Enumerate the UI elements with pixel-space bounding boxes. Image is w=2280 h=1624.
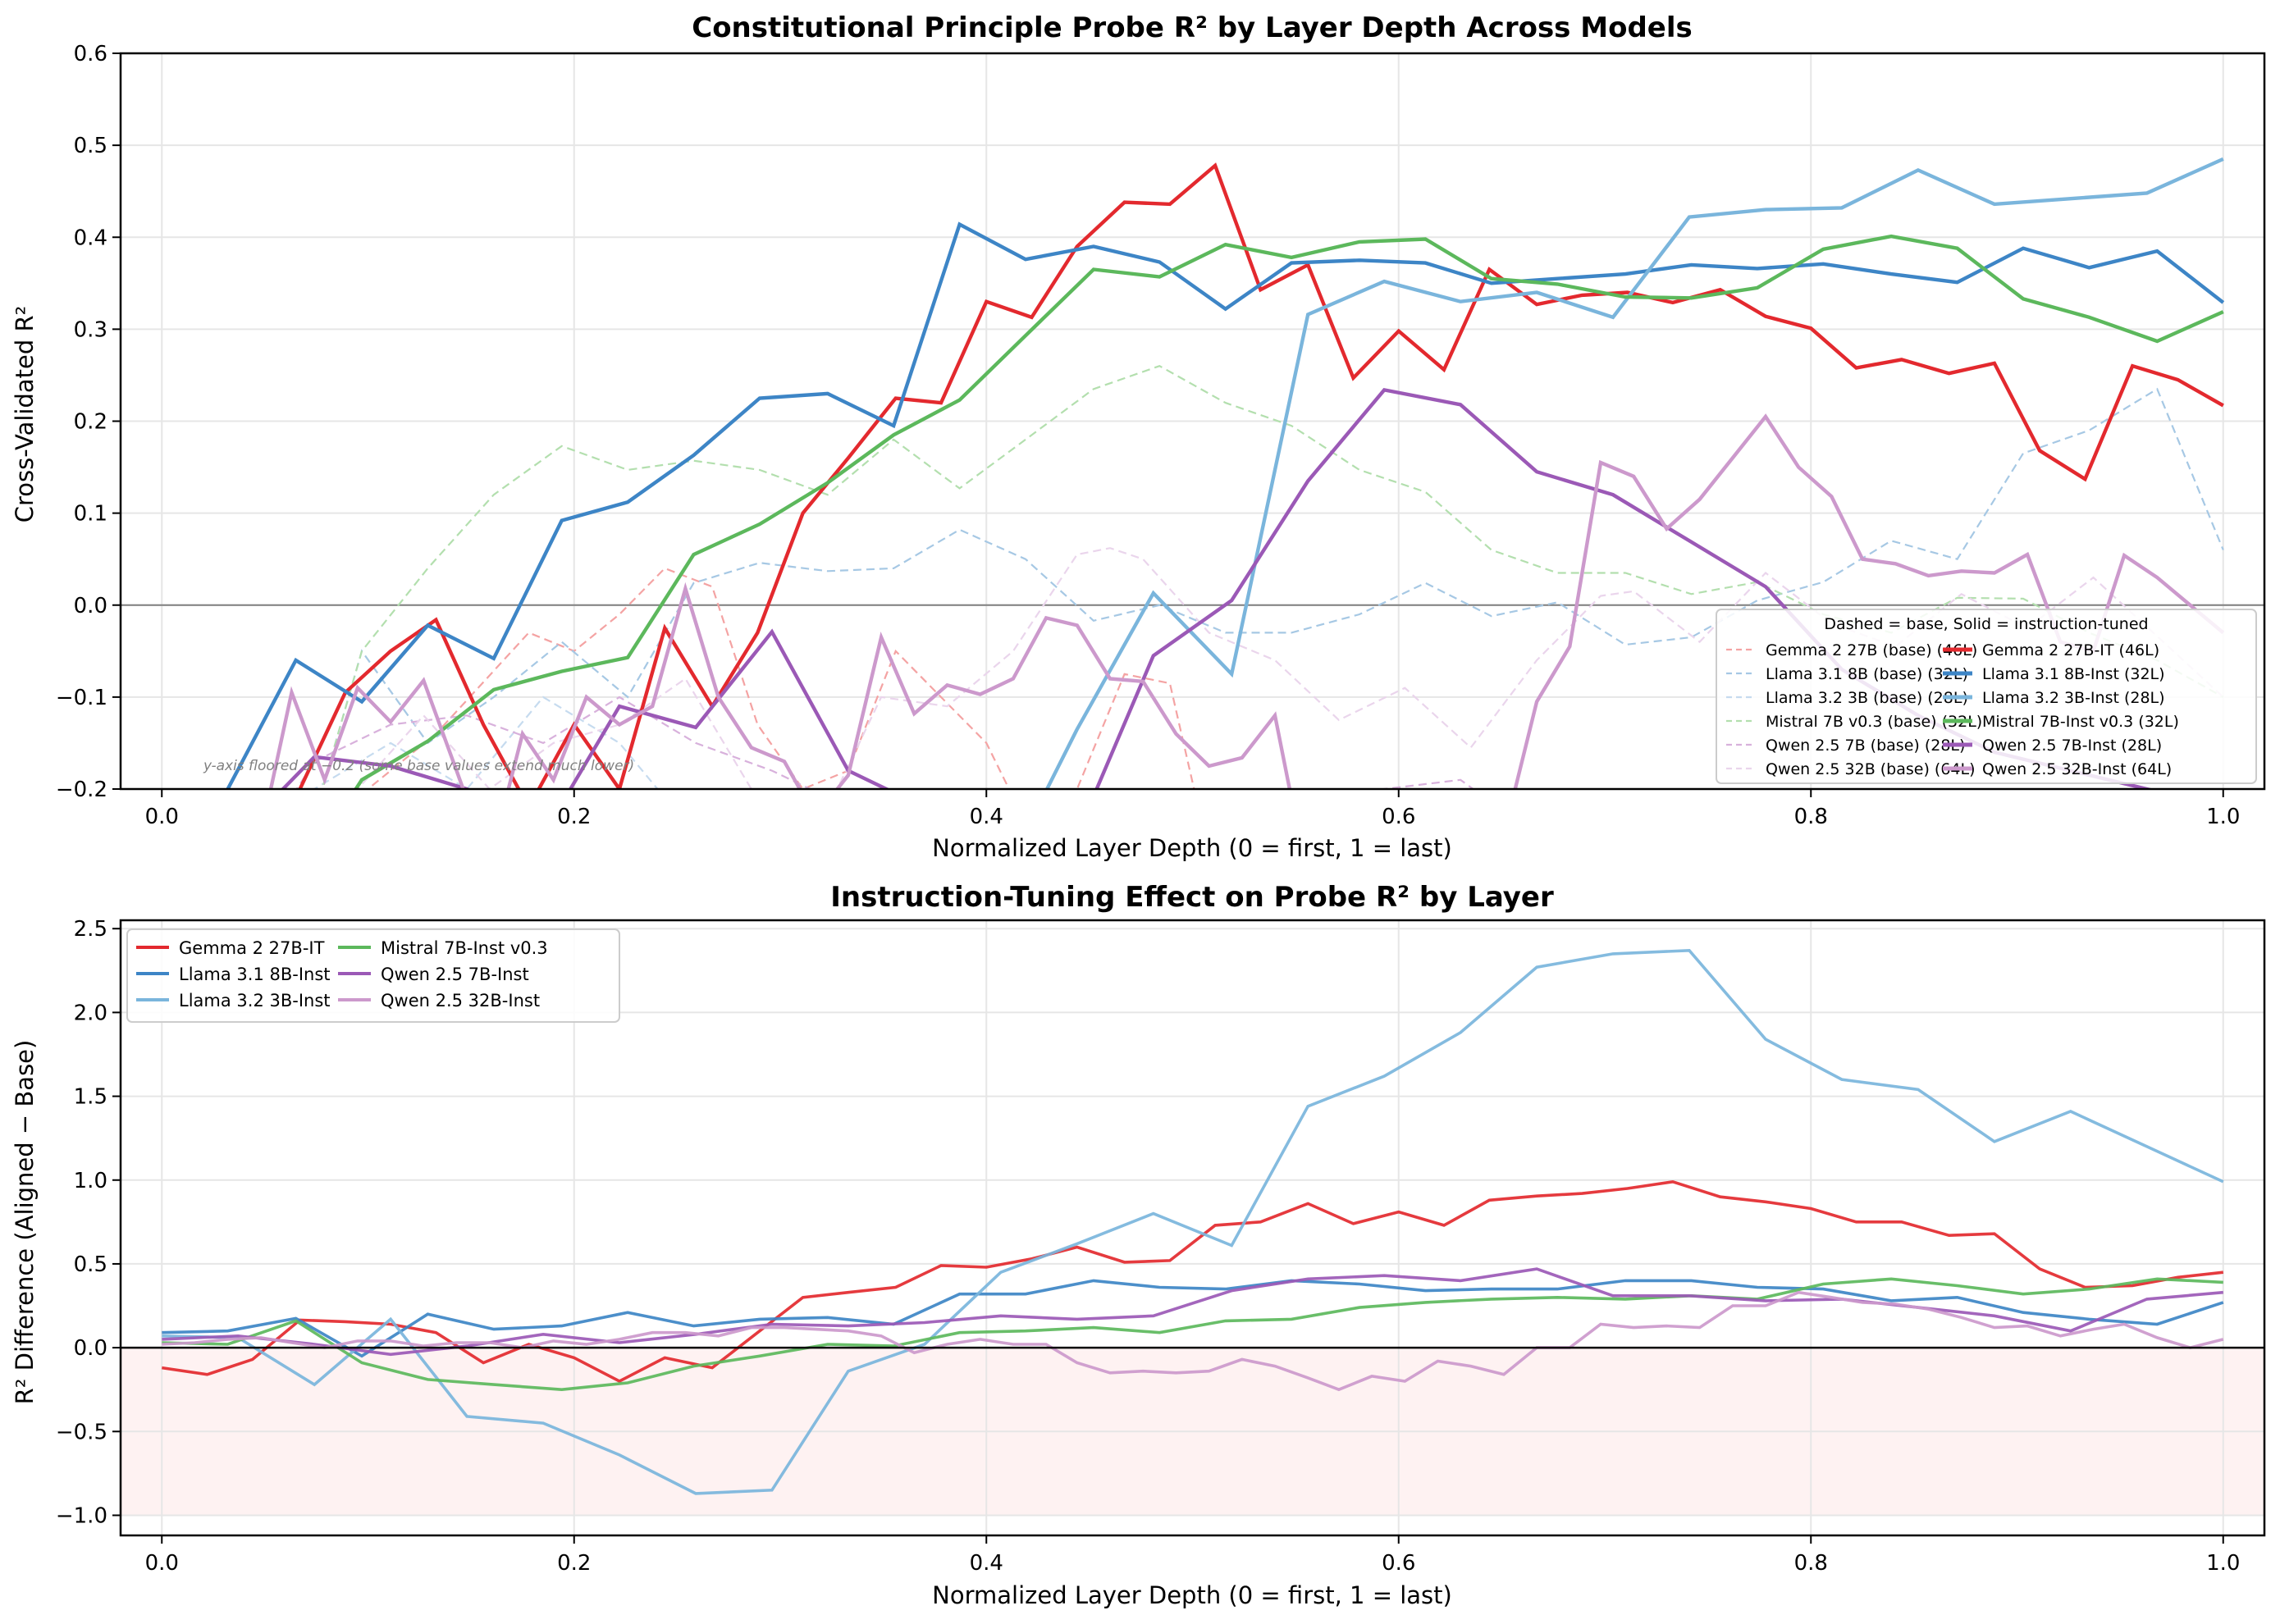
- legend-label: Qwen 2.5 7B-Inst (28L): [1982, 737, 2162, 755]
- bottom-y-ticks: −1.0 −0.5 0.0 0.5 1.0 1.5 2.0 2.5: [56, 917, 121, 1528]
- legend-label: Llama 3.1 8B-Inst (32L): [1982, 665, 2165, 683]
- top-series-lines: [225, 157, 2225, 789]
- x-tick-label: 0.4: [970, 805, 1003, 829]
- x-tick-label: 0.8: [1794, 805, 1828, 829]
- bottom-legend: Gemma 2 27B-IT Llama 3.1 8B-Inst Llama 3.2…: [126, 928, 620, 1023]
- top-y-axis-label: Cross-Validated R²: [11, 306, 39, 523]
- series-line-qwen-2-5-7b-base-28l: [295, 696, 1921, 789]
- top-chart-title: Constitutional Principle Probe R² by Lay…: [692, 11, 1692, 44]
- y-tick-label: 0.6: [74, 42, 107, 66]
- legend-label: Llama 3.1 8B-Inst: [179, 965, 331, 984]
- y-tick-label: 0.4: [74, 226, 107, 250]
- legend-label: Llama 3.2 3B-Inst (28L): [1982, 689, 2165, 707]
- y-tick-label: −0.1: [56, 686, 107, 710]
- top-x-axis-label: Normalized Layer Depth (0 = first, 1 = l…: [932, 834, 1452, 862]
- y-tick-label: 0.5: [74, 134, 107, 158]
- legend-label: Mistral 7B-Inst v0.3 (32L): [1982, 713, 2179, 731]
- top-y-ticks: −0.2 −0.1 0.0 0.1 0.2 0.3 0.4 0.5 0.6: [56, 42, 121, 802]
- x-tick-label: 0.8: [1794, 1551, 1828, 1576]
- x-tick-label: 0.2: [557, 805, 591, 829]
- bottom-plot-area: [162, 948, 2224, 1495]
- y-tick-label: 2.5: [74, 917, 107, 942]
- bottom-x-ticks: 0.0 0.2 0.4 0.6 0.8 1.0: [145, 1535, 2240, 1576]
- y-tick-label: 1.5: [74, 1085, 107, 1110]
- y-tick-label: −0.2: [56, 778, 107, 802]
- bottom-series-lines: [162, 948, 2224, 1495]
- panel-bottom: Instruction-Tuning Effect on Probe R² by…: [11, 881, 2266, 1609]
- y-tick-label: 0.0: [74, 1336, 107, 1361]
- panel-top: Constitutional Principle Probe R² by Lay…: [11, 11, 2266, 862]
- x-tick-label: 0.6: [1382, 1551, 1415, 1576]
- series-line-llama-3-1-8b-inst-32l: [225, 221, 2225, 789]
- series-line-qwen-2-5-32b-inst-64l: [268, 413, 2225, 789]
- legend-label: Gemma 2 27B (base) (46L): [1766, 641, 1977, 659]
- y-tick-label: 0.3: [74, 317, 107, 342]
- y-tick-label: 0.0: [74, 594, 107, 618]
- series-line-llama-3-2-3b-base-28l: [313, 696, 659, 789]
- series-line-mistral-7b-inst-v0-3: [162, 1277, 2223, 1392]
- series-line-qwen-2-5-32b-inst: [162, 1290, 2224, 1392]
- top-legend-box: [1716, 609, 2257, 784]
- series-line-llama-3-1-8b-inst: [162, 1279, 2224, 1358]
- bottom-chart-title: Instruction-Tuning Effect on Probe R² by…: [830, 881, 1554, 914]
- floor-annotation: y-axis floored at −0.2 (some base values…: [203, 758, 634, 774]
- x-tick-label: 1.0: [2206, 805, 2240, 829]
- x-tick-label: 1.0: [2206, 1551, 2240, 1576]
- legend-label: Qwen 2.5 32B (base) (64L): [1766, 760, 1976, 778]
- legend-label: Qwen 2.5 32B-Inst (64L): [1982, 760, 2172, 778]
- series-line-gemma-2-27b-base-46l: [366, 567, 1195, 789]
- legend-label: Mistral 7B-Inst v0.3: [381, 938, 548, 958]
- bottom-axes-frame: [119, 919, 2266, 1537]
- top-plot-area: [225, 157, 2225, 789]
- x-tick-label: 0.2: [557, 1551, 591, 1576]
- legend-label: Qwen 2.5 7B (base) (28L): [1766, 737, 1965, 755]
- legend-label: Llama 3.2 3B (base) (28L): [1766, 689, 1968, 707]
- legend-label: Gemma 2 27B-IT (46L): [1982, 641, 2159, 659]
- series-line-gemma-2-27b-it-46l: [297, 162, 2224, 789]
- legend-label: Qwen 2.5 32B-Inst: [381, 991, 540, 1010]
- y-tick-label: 1.0: [74, 1169, 107, 1193]
- top-legend: Dashed = base, Solid = instruction-tuned…: [1716, 609, 2257, 784]
- bottom-x-axis-label: Normalized Layer Depth (0 = first, 1 = l…: [932, 1581, 1452, 1609]
- x-tick-label: 0.0: [145, 805, 179, 829]
- top-legend-title: Dashed = base, Solid = instruction-tuned: [1824, 615, 2148, 633]
- legend-label: Mistral 7B v0.3 (base) (32L): [1766, 713, 1982, 731]
- legend-label: Llama 3.1 8B (base) (32L): [1766, 665, 1968, 683]
- y-tick-label: 2.0: [74, 1001, 107, 1025]
- x-tick-label: 0.6: [1382, 805, 1415, 829]
- y-tick-label: −1.0: [56, 1503, 107, 1528]
- series-line-llama-3-2-3b-inst: [162, 948, 2224, 1495]
- y-tick-label: 0.5: [74, 1252, 107, 1277]
- bottom-legend-box: [126, 928, 620, 1023]
- legend-label: Qwen 2.5 7B-Inst: [381, 965, 529, 984]
- series-line-llama-3-2-3b-inst-28l: [1044, 157, 2224, 789]
- bottom-y-axis-label: R² Difference (Aligned − Base): [11, 1040, 39, 1405]
- x-tick-label: 0.0: [145, 1551, 179, 1576]
- bottom-grid: [121, 920, 2264, 1535]
- legend-label: Llama 3.2 3B-Inst: [179, 991, 331, 1010]
- top-x-ticks: 0.0 0.2 0.4 0.6 0.8 1.0: [145, 789, 2240, 829]
- series-line-mistral-7b-inst-v0-3-32l: [354, 234, 2224, 789]
- y-tick-label: −0.5: [56, 1420, 107, 1444]
- y-tick-label: 0.2: [74, 410, 107, 435]
- y-tick-label: 0.1: [74, 502, 107, 527]
- legend-label: Gemma 2 27B-IT: [179, 938, 325, 958]
- x-tick-label: 0.4: [970, 1551, 1003, 1576]
- series-line-gemma-2-27b-it: [162, 1179, 2223, 1384]
